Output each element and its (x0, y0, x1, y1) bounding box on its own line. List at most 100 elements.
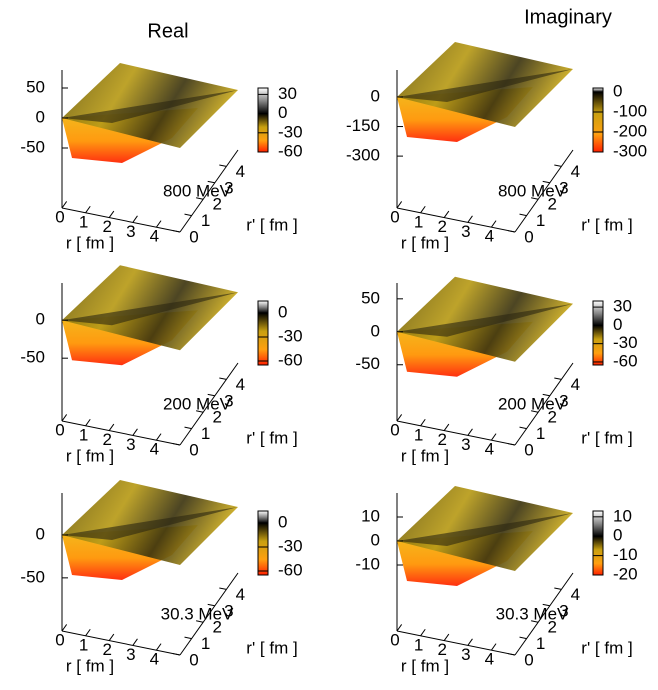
y-axis-label: r' [ fm ] (246, 215, 297, 234)
x-tick (85, 205, 91, 214)
x-axis-label: r [ fm ] (66, 656, 114, 675)
y-tick (531, 620, 539, 623)
z-tick-label: 0 (371, 86, 380, 105)
y-tick-label: 3 (559, 178, 568, 197)
y-axis-label: r' [ fm ] (581, 638, 632, 657)
colorbar-tick-label: -30 (278, 326, 303, 345)
x-axis (396, 207, 516, 233)
colorbar-tick-label: -30 (278, 536, 303, 555)
surface-ridge (62, 507, 238, 540)
y-tick (184, 213, 192, 217)
x-tick (490, 433, 497, 441)
x-tick-label: 3 (126, 435, 135, 454)
y-tick-label: 0 (524, 440, 533, 459)
colorbar (257, 87, 269, 153)
y-tick (219, 377, 227, 380)
x-tick (420, 418, 426, 427)
x-tick-label: 3 (461, 645, 470, 664)
colorbar (592, 300, 604, 366)
y-tick (542, 180, 550, 184)
y-tick (554, 587, 562, 590)
x-tick (61, 624, 68, 632)
z-tick-label: 0 (371, 530, 380, 549)
y-tick (531, 197, 539, 200)
y-tick (519, 213, 527, 217)
z-tick-label: 0 (36, 524, 45, 543)
x-tick (490, 643, 497, 651)
y-axis-label: r' [ fm ] (246, 638, 297, 657)
x-tick-label: 4 (150, 650, 159, 669)
y-axis (514, 149, 574, 233)
x-tick (467, 428, 473, 436)
x-tick (443, 423, 450, 431)
x-axis (396, 630, 516, 656)
y-tick (554, 164, 562, 167)
x-axis-label: r [ fm ] (66, 233, 114, 252)
z-tick-label: 0 (36, 310, 45, 329)
colorbar-tick-label: -60 (278, 141, 303, 160)
x-axis (396, 420, 516, 446)
x-tick (420, 205, 426, 214)
y-tick (184, 426, 192, 430)
x-tick-label: 1 (414, 425, 423, 444)
x-tick (108, 423, 115, 431)
colorbar-tick-label: 30 (278, 84, 297, 103)
x-tick-label: 3 (461, 435, 470, 454)
x-tick-label: 2 (102, 217, 111, 236)
y-tick (172, 230, 181, 233)
x-tick-label: 3 (126, 222, 135, 241)
x-tick (132, 215, 138, 223)
y-tick-label: 4 (571, 375, 580, 394)
z-tick-label: 0 (36, 107, 45, 126)
surface-ridge (397, 513, 573, 546)
colorbar-tick-label: 30 (613, 297, 632, 316)
x-axis-label: r [ fm ] (66, 446, 114, 465)
y-axis (514, 362, 574, 446)
x-tick-label: 0 (55, 630, 64, 649)
y-tick-label: 2 (212, 408, 221, 427)
colorbar-tick-label: -300 (613, 141, 647, 160)
y-tick (196, 197, 204, 200)
surface-ridge (397, 303, 573, 337)
z-tick-label: -50 (20, 567, 45, 586)
x-tick (61, 414, 68, 422)
x-tick (155, 433, 162, 441)
x-tick (467, 215, 473, 223)
x-tick (155, 220, 162, 228)
colorbar (257, 300, 269, 366)
colorbar-tick-label: 0 (278, 103, 287, 122)
x-tick-label: 0 (390, 630, 399, 649)
colorbar-tick-label: 0 (613, 315, 622, 334)
y-tick (542, 603, 550, 607)
x-tick (420, 628, 426, 637)
y-tick (184, 636, 192, 640)
y-tick-label: 0 (524, 650, 533, 669)
y-tick-label: 1 (201, 634, 210, 653)
y-tick (207, 393, 215, 397)
x-tick-label: 4 (485, 650, 494, 669)
surface-ridge (62, 90, 238, 123)
x-tick-label: 2 (437, 217, 446, 236)
y-axis (179, 149, 239, 233)
x-tick-label: 2 (437, 640, 446, 659)
energy-label: 30.3 MeV (496, 604, 569, 623)
y-tick-label: 3 (559, 601, 568, 620)
z-tick-label: 0 (371, 321, 380, 340)
x-tick-label: 4 (485, 227, 494, 246)
y-tick (542, 393, 550, 397)
y-tick-label: 0 (524, 227, 533, 246)
colorbar (592, 87, 604, 153)
y-tick (172, 653, 181, 656)
colorbar-tick-label: -30 (613, 333, 638, 352)
y-tick-label: 2 (547, 408, 556, 427)
energy-label: 800 MeV (163, 181, 232, 200)
y-tick-label: 2 (547, 618, 556, 637)
x-axis (61, 630, 181, 656)
column-title: Imaginary (524, 6, 612, 28)
